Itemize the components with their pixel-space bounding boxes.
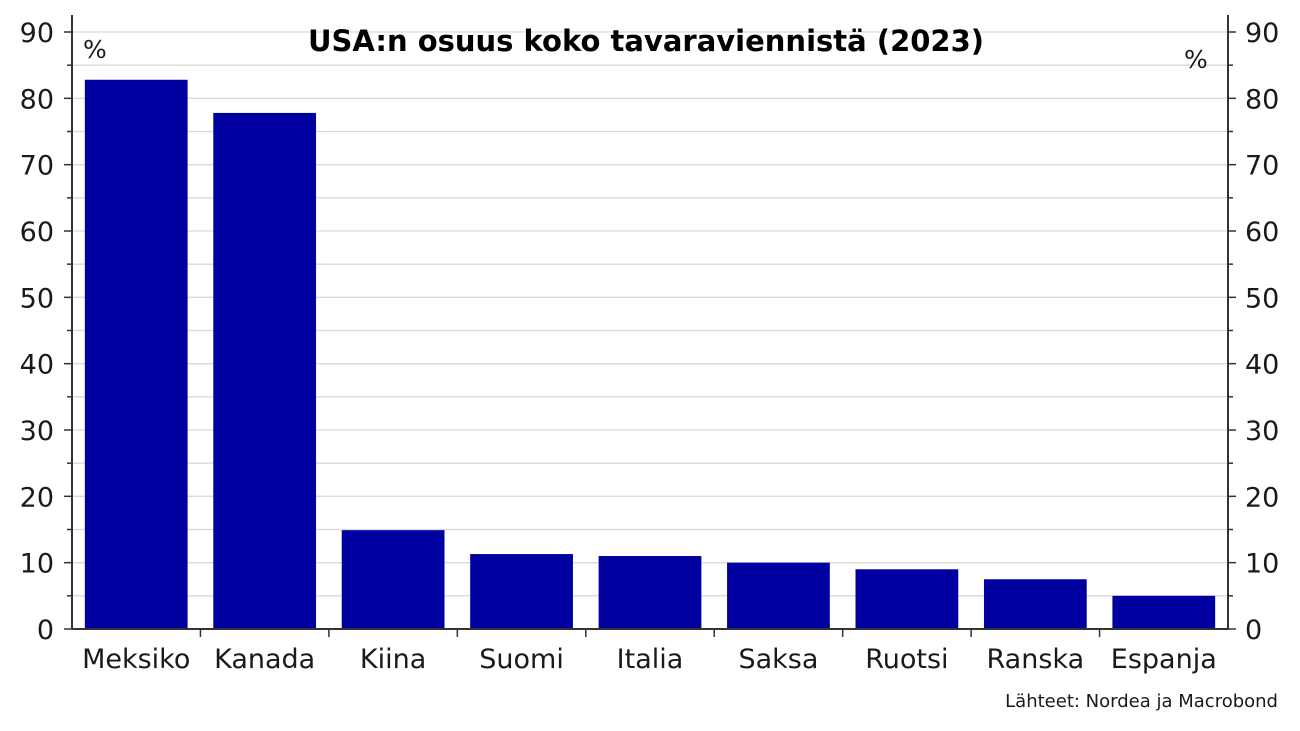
y-tick-label-right: 50 [1245,283,1279,314]
x-tick-label: Saksa [738,644,818,675]
y-tick-label-left: 10 [20,549,54,580]
y-tick-label-left: 80 [20,84,54,115]
bar [983,579,1087,629]
y-axis-right-ticks: 0 10 20 30 40 50 60 70 80 90 [1245,18,1279,646]
y-tick-label-left: 0 [37,615,54,646]
bar [1112,595,1216,629]
y-tick-label-right: 30 [1245,416,1279,447]
y-tick-label-right: 70 [1245,151,1279,182]
bar [727,562,830,629]
bar [341,530,445,629]
y-axis-left-unit: % [83,35,107,64]
bar [84,79,188,629]
bar [213,112,317,630]
x-tick-label: Italia [617,644,684,675]
y-tick-label-left: 20 [20,482,54,513]
y-tick-label-right: 20 [1245,482,1279,513]
axes [64,15,1236,637]
y-tick-label-right: 40 [1245,350,1279,381]
chart-title: USA:n osuus koko tavaraviennistä (2023) [308,24,984,58]
y-tick-label-right: 60 [1245,217,1279,248]
y-tick-label-right: 0 [1245,615,1262,646]
x-tick-label: Meksiko [82,644,190,675]
x-tick-label: Ranska [987,644,1085,675]
x-tick-label: Ruotsi [865,644,948,675]
x-axis-labels: Meksiko Kanada Kiina Suomi Italia Saksa Ruotsi… [82,644,1217,675]
x-tick-label: Kiina [360,644,426,675]
y-axis-right-unit: % [1184,45,1208,74]
y-tick-label-left: 30 [20,416,54,447]
y-tick-label-right: 80 [1245,84,1279,115]
y-tick-label-right: 10 [1245,549,1279,580]
y-tick-label-left: 40 [20,350,54,381]
x-tick-label: Suomi [479,644,564,675]
x-tick-label: Espanja [1111,644,1217,675]
y-tick-label-left: 50 [20,283,54,314]
bar [470,554,573,629]
y-tick-label-left: 60 [20,217,54,248]
bar [855,569,959,629]
bars [84,79,1216,630]
y-axis-left-ticks: 0 10 20 30 40 50 60 70 80 90 [20,18,54,646]
bar [598,556,702,629]
x-tick-label: Kanada [214,644,315,675]
y-tick-label-right: 90 [1245,18,1279,49]
source-note: Lähteet: Nordea ja Macrobond [1005,691,1278,712]
y-tick-label-left: 90 [20,18,54,49]
y-tick-label-left: 70 [20,151,54,182]
